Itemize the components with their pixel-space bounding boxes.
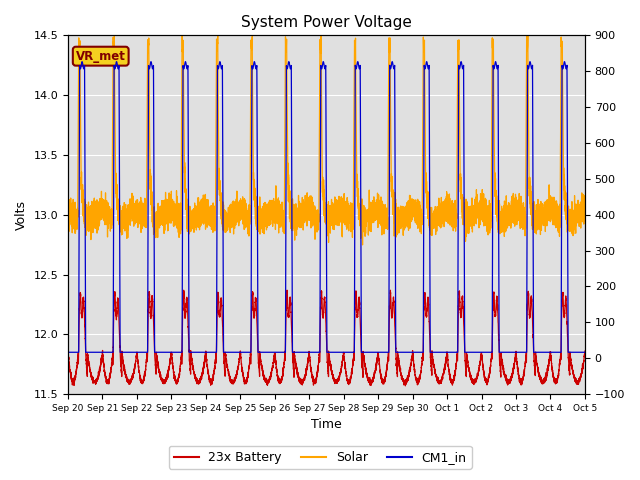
Line: CM1_in: CM1_in <box>68 61 585 352</box>
Solar <box>358 242 366 248</box>
23x Battery <box>64 349 72 355</box>
CM1_in <box>397 349 405 355</box>
Line: Solar: Solar <box>68 35 585 245</box>
Title: System Power Voltage: System Power Voltage <box>241 15 412 30</box>
X-axis label: Time: Time <box>311 419 342 432</box>
23x Battery <box>579 361 587 367</box>
Solar <box>170 214 177 220</box>
23x Battery <box>284 288 291 293</box>
23x Battery <box>170 364 177 370</box>
CM1_in <box>581 349 589 355</box>
CM1_in <box>64 349 72 355</box>
Solar <box>471 217 479 223</box>
CM1_in <box>579 349 587 355</box>
Solar <box>398 208 406 214</box>
Legend: 23x Battery, Solar, CM1_in: 23x Battery, Solar, CM1_in <box>168 446 472 469</box>
Solar <box>258 217 266 223</box>
Y-axis label: Volts: Volts <box>15 200 28 230</box>
Line: 23x Battery: 23x Battery <box>68 290 585 386</box>
23x Battery <box>401 383 409 389</box>
23x Battery <box>175 373 182 379</box>
CM1_in <box>471 349 479 355</box>
Solar <box>214 32 221 37</box>
23x Battery <box>471 378 479 384</box>
Solar <box>581 214 589 220</box>
23x Battery <box>397 373 405 379</box>
Solar <box>64 202 72 207</box>
CM1_in <box>258 349 266 355</box>
23x Battery <box>258 361 266 367</box>
Text: VR_met: VR_met <box>76 50 125 63</box>
CM1_in <box>170 349 177 355</box>
CM1_in <box>457 59 465 64</box>
23x Battery <box>581 348 589 354</box>
Solar <box>579 204 587 210</box>
Solar <box>175 221 182 227</box>
CM1_in <box>175 349 182 355</box>
